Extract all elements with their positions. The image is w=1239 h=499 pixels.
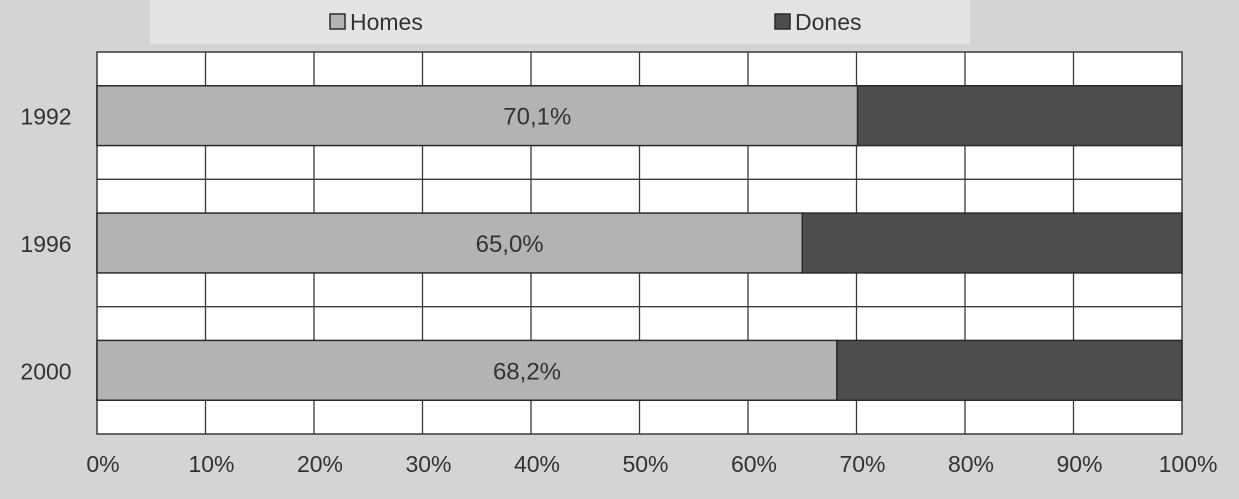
- x-tick-label: 50%: [622, 451, 668, 477]
- bar-homes-2000: [96, 339, 838, 402]
- x-tick-label: 60%: [731, 451, 777, 477]
- bar-homes-1992: [96, 84, 859, 147]
- y-tick-label-1996: 1996: [20, 231, 71, 257]
- bar-dones-2000: [836, 339, 1183, 402]
- data-label-homes-2000: 68,2%: [493, 358, 561, 385]
- plot-area: 70,1% 1992 65,0% 1996 68,2% 2000 0% 10% 20% 30% 40…: [20, 51, 1218, 477]
- x-tick-label: 30%: [405, 451, 451, 477]
- bar-homes-1996: [96, 212, 803, 274]
- x-tick-label: 100%: [1159, 451, 1218, 477]
- legend-swatch-homes: [329, 13, 346, 30]
- data-label-homes-1992: 70,1%: [503, 104, 571, 131]
- x-tick-label: 70%: [839, 451, 885, 477]
- legend-label-homes: Homes: [350, 9, 423, 35]
- x-tick-label: 0%: [86, 451, 119, 477]
- x-tick-label: 20%: [297, 451, 343, 477]
- legend-swatch-dones: [774, 13, 791, 30]
- y-tick-label-2000: 2000: [20, 358, 71, 384]
- legend: Homes Dones: [329, 9, 861, 35]
- bar-dones-1996: [801, 212, 1183, 274]
- x-tick-label: 40%: [514, 451, 560, 477]
- x-tick-label: 80%: [948, 451, 994, 477]
- legend-area: [150, 0, 970, 44]
- legend-label-dones: Dones: [795, 9, 861, 35]
- x-tick-label: 10%: [188, 451, 234, 477]
- data-label-homes-1996: 65,0%: [476, 231, 544, 258]
- y-tick-label-1992: 1992: [20, 104, 71, 130]
- bar-dones-1992: [856, 84, 1183, 147]
- x-tick-label: 90%: [1056, 451, 1102, 477]
